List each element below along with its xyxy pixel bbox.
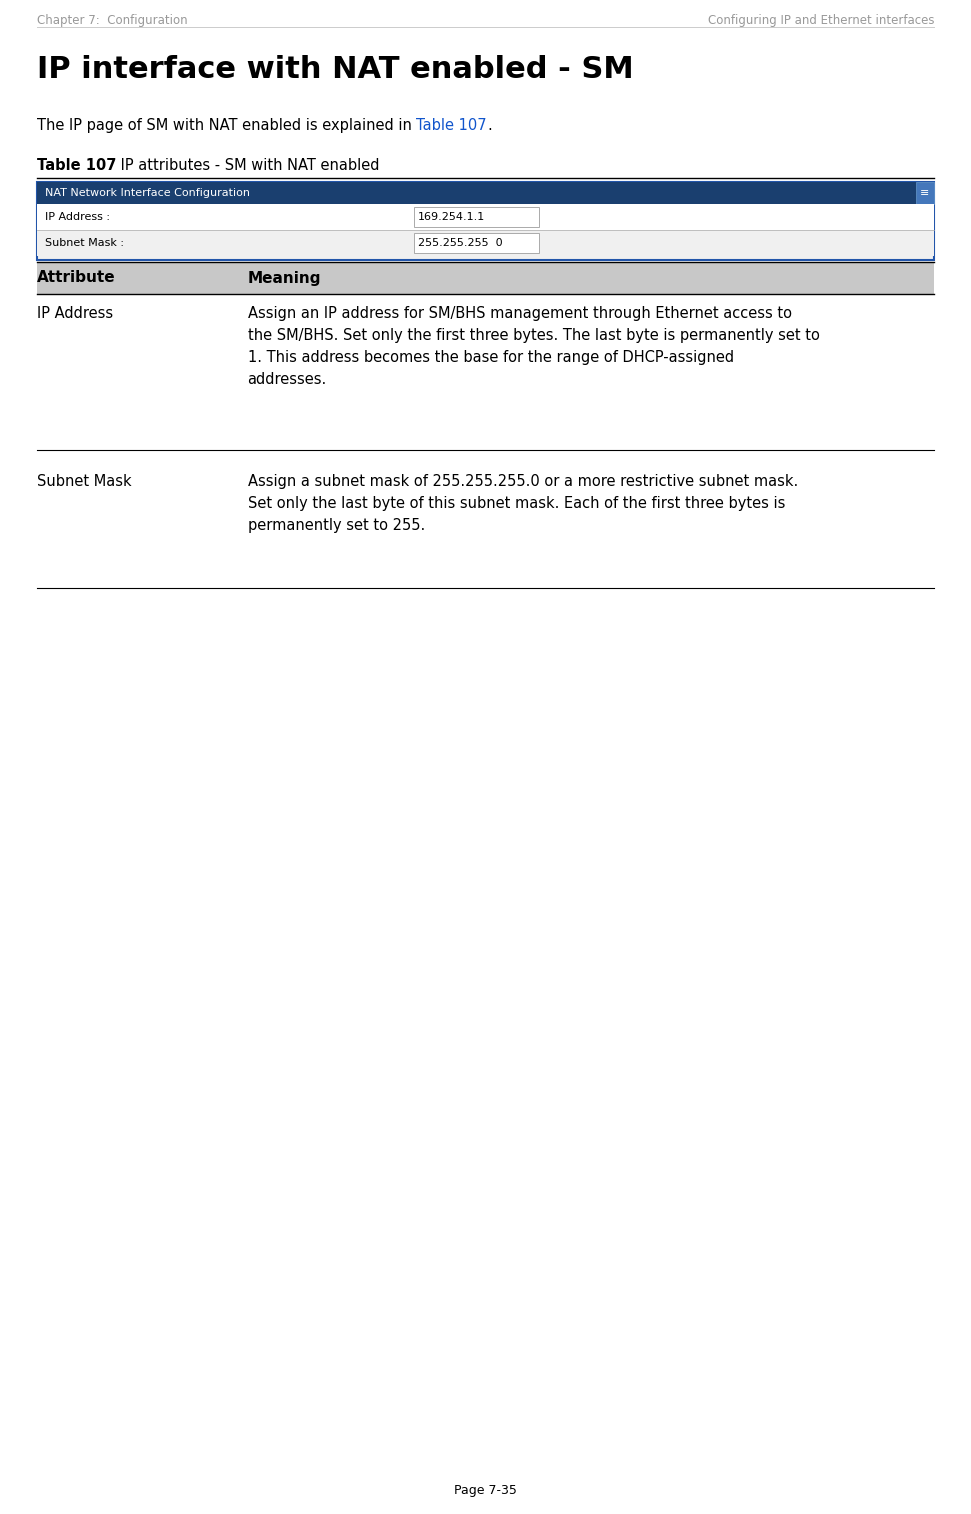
Text: Attribute: Attribute <box>37 271 116 286</box>
Text: .: . <box>487 118 492 133</box>
Text: ≡: ≡ <box>921 188 929 198</box>
Text: The IP page of SM with NAT enabled is explained in: The IP page of SM with NAT enabled is ex… <box>37 118 417 133</box>
Bar <box>37 182 934 204</box>
Bar <box>37 230 934 256</box>
Text: IP attributes - SM with NAT enabled: IP attributes - SM with NAT enabled <box>117 157 380 173</box>
Text: Set only the last byte of this subnet mask. Each of the first three bytes is: Set only the last byte of this subnet ma… <box>248 497 785 512</box>
Text: Configuring IP and Ethernet interfaces: Configuring IP and Ethernet interfaces <box>708 14 934 27</box>
Text: Table 107: Table 107 <box>37 157 117 173</box>
Text: Subnet Mask :: Subnet Mask : <box>45 238 124 248</box>
Bar <box>37 262 934 294</box>
Text: permanently set to 255.: permanently set to 255. <box>248 518 425 533</box>
Text: 255.255.255  0: 255.255.255 0 <box>418 238 502 248</box>
Text: Assign a subnet mask of 255.255.255.0 or a more restrictive subnet mask.: Assign a subnet mask of 255.255.255.0 or… <box>248 474 798 489</box>
Bar <box>916 182 934 204</box>
Text: addresses.: addresses. <box>248 372 327 388</box>
Text: Page 7-35: Page 7-35 <box>454 1484 517 1497</box>
Text: 1. This address becomes the base for the range of DHCP-assigned: 1. This address becomes the base for the… <box>248 350 734 365</box>
Text: Table 107: Table 107 <box>417 118 487 133</box>
Text: IP interface with NAT enabled - SM: IP interface with NAT enabled - SM <box>37 55 634 83</box>
Text: IP Address :: IP Address : <box>45 212 110 223</box>
Text: Meaning: Meaning <box>248 271 321 286</box>
Text: Subnet Mask: Subnet Mask <box>37 474 131 489</box>
Text: the SM/BHS. Set only the first three bytes. The last byte is permanently set to: the SM/BHS. Set only the first three byt… <box>248 329 820 344</box>
Text: Chapter 7:  Configuration: Chapter 7: Configuration <box>37 14 187 27</box>
Bar <box>414 207 539 227</box>
Text: IP Address: IP Address <box>37 306 113 321</box>
Text: 169.254.1.1: 169.254.1.1 <box>418 212 485 223</box>
Bar <box>37 204 934 230</box>
Text: NAT Network Interface Configuration: NAT Network Interface Configuration <box>45 188 250 198</box>
Bar <box>414 233 539 253</box>
Text: Assign an IP address for SM/BHS management through Ethernet access to: Assign an IP address for SM/BHS manageme… <box>248 306 791 321</box>
Bar <box>37 182 934 260</box>
